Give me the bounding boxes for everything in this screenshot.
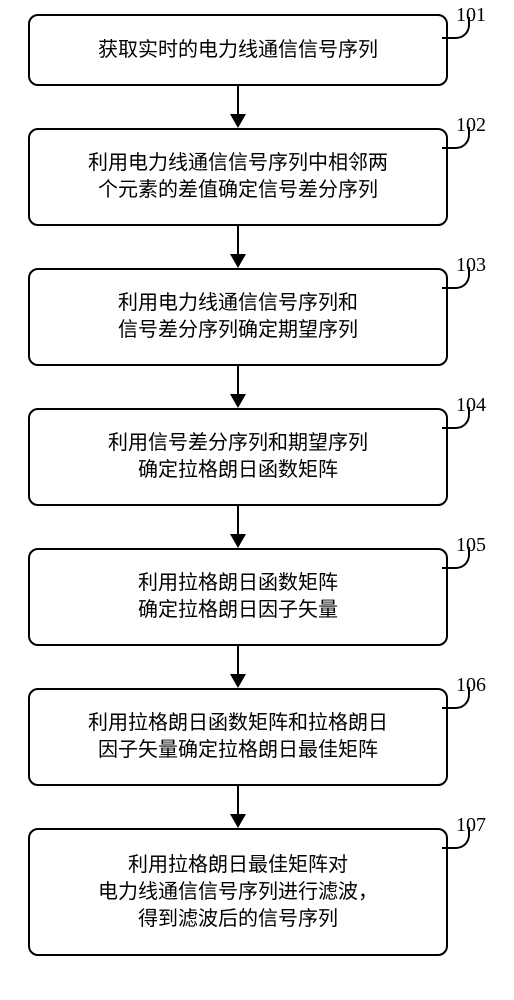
- flow-arrow-head: [230, 814, 246, 828]
- step-number-label: 102: [456, 114, 486, 137]
- step-number-label: 107: [456, 814, 486, 837]
- flow-step-n1: 获取实时的电力线通信信号序列: [28, 14, 448, 86]
- flow-step-n7: 利用拉格朗日最佳矩阵对 电力线通信信号序列进行滤波， 得到滤波后的信号序列: [28, 828, 448, 956]
- flow-step-text: 利用拉格朗日函数矩阵和拉格朗日 因子矢量确定拉格朗日最佳矩阵: [88, 710, 388, 764]
- flow-step-n2: 利用电力线通信信号序列中相邻两 个元素的差值确定信号差分序列: [28, 128, 448, 226]
- flow-arrow: [237, 226, 239, 255]
- flow-step-n6: 利用拉格朗日函数矩阵和拉格朗日 因子矢量确定拉格朗日最佳矩阵: [28, 688, 448, 786]
- flow-step-n3: 利用电力线通信信号序列和 信号差分序列确定期望序列: [28, 268, 448, 366]
- flow-arrow: [237, 646, 239, 675]
- step-number-label: 103: [456, 254, 486, 277]
- step-number-label: 105: [456, 534, 486, 557]
- flow-step-text: 利用电力线通信信号序列中相邻两 个元素的差值确定信号差分序列: [88, 150, 388, 204]
- flow-arrow-head: [230, 394, 246, 408]
- step-number-label: 106: [456, 674, 486, 697]
- flow-step-text: 获取实时的电力线通信信号序列: [98, 37, 378, 64]
- flow-step-text: 利用电力线通信信号序列和 信号差分序列确定期望序列: [118, 290, 358, 344]
- flow-step-n5: 利用拉格朗日函数矩阵 确定拉格朗日因子矢量: [28, 548, 448, 646]
- flow-arrow: [237, 506, 239, 535]
- step-number-label: 104: [456, 394, 486, 417]
- step-number-label: 101: [456, 4, 486, 27]
- flow-arrow-head: [230, 674, 246, 688]
- flow-arrow-head: [230, 534, 246, 548]
- flow-step-n4: 利用信号差分序列和期望序列 确定拉格朗日函数矩阵: [28, 408, 448, 506]
- flow-step-text: 利用信号差分序列和期望序列 确定拉格朗日函数矩阵: [108, 430, 368, 484]
- flow-arrow: [237, 786, 239, 815]
- flow-arrow: [237, 366, 239, 395]
- flow-step-text: 利用拉格朗日函数矩阵 确定拉格朗日因子矢量: [138, 570, 338, 624]
- flow-arrow: [237, 86, 239, 115]
- flowchart-container: 获取实时的电力线通信信号序列 101 利用电力线通信信号序列中相邻两 个元素的差值确…: [0, 0, 514, 1000]
- flow-step-text: 利用拉格朗日最佳矩阵对 电力线通信信号序列进行滤波， 得到滤波后的信号序列: [98, 852, 378, 933]
- flow-arrow-head: [230, 114, 246, 128]
- flow-arrow-head: [230, 254, 246, 268]
